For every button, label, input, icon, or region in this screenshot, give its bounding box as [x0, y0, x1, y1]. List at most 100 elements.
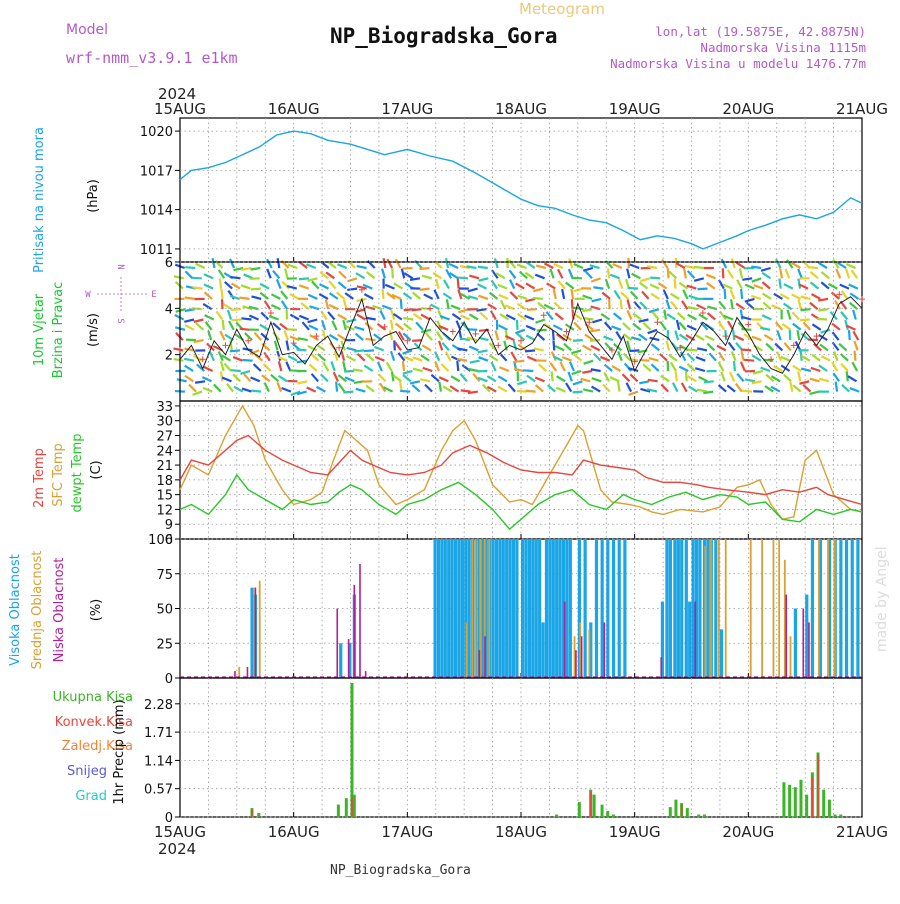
wind-arrow — [652, 312, 658, 320]
wind-arrow — [278, 258, 280, 268]
wind-arrow — [600, 357, 609, 361]
high-cloud-bar — [505, 539, 508, 678]
wind-arrow — [669, 272, 676, 279]
wind-arrow — [345, 293, 353, 299]
wind-arrow — [611, 326, 620, 329]
low-cloud-bar — [247, 667, 249, 678]
wind-arrow — [499, 295, 508, 299]
wind-arrow — [706, 275, 715, 279]
wind-arrow — [404, 324, 412, 330]
wind-arrow — [810, 379, 820, 382]
wind-arrow — [267, 259, 272, 268]
wind-arrow — [422, 276, 432, 279]
wind-arrow — [343, 361, 345, 371]
wind-arrow — [434, 290, 438, 299]
wind-arrow — [391, 320, 392, 330]
wind-arrow — [798, 330, 800, 340]
wind-arrow — [478, 350, 488, 352]
wind-arrow — [550, 363, 556, 371]
wind-arrow — [553, 330, 554, 340]
wind-arrow — [526, 391, 536, 392]
wind-arrow — [583, 268, 593, 271]
wind-arrow — [413, 357, 422, 360]
wind-arrow — [403, 375, 411, 381]
wind-arrow — [731, 299, 733, 309]
wind-arrow — [254, 333, 261, 340]
wind-arrow — [723, 268, 724, 278]
gust-mark — [654, 319, 660, 325]
wind-arrow — [728, 270, 733, 279]
temp-ylabel-sfc: SFC Temp — [51, 443, 66, 507]
wind-arrow — [729, 342, 735, 350]
total-precip-bar — [834, 815, 837, 817]
wind-arrow — [250, 278, 260, 279]
high-cloud-bar — [508, 539, 511, 678]
wind-arrow — [500, 367, 509, 371]
wind-arrow — [798, 372, 800, 382]
wind-arrow — [184, 359, 194, 361]
wind-arrow — [650, 278, 660, 279]
compass-east: E — [151, 290, 156, 300]
watermark: made by Angel — [874, 546, 890, 652]
wind-arrow — [556, 388, 565, 392]
wind-arrow — [604, 337, 613, 341]
wind-arrow — [779, 279, 780, 289]
wind-arrow — [339, 383, 345, 391]
cloud-ylabel-mid: Srednja Oblacnost — [30, 551, 45, 670]
wind-arrow — [443, 293, 451, 299]
high-cloud-bar — [495, 539, 498, 678]
mid-cloud-bar — [827, 539, 829, 678]
wind-arrow — [621, 299, 622, 309]
x-tick-label-top: 20AUG — [722, 100, 774, 118]
wind-arrow — [332, 321, 336, 330]
wind-arrow — [416, 322, 423, 329]
meteogram-subtitle: Meteogram — [519, 0, 605, 18]
wind-arrow — [707, 307, 717, 310]
wind-arrow — [508, 384, 515, 392]
wind-arrow — [176, 282, 183, 289]
wind-arrow — [193, 287, 203, 288]
wind-arrow — [763, 293, 771, 299]
mid-cloud-bar — [710, 539, 712, 678]
wind-arrow — [240, 371, 250, 374]
wind-arrow — [290, 294, 299, 299]
wind-arrow — [338, 315, 347, 320]
y-tick-label: 18 — [156, 474, 173, 489]
high-cloud-bar — [524, 539, 527, 678]
wind-arrow — [784, 343, 790, 351]
wind-arrow — [326, 299, 328, 309]
wind-arrow — [220, 331, 224, 340]
precip-grid — [180, 678, 862, 817]
total-precip-bar — [805, 795, 808, 817]
wind-arrow — [688, 271, 695, 278]
model-elevation: Nadmorska Visina u modelu 1476.77m — [610, 56, 866, 71]
wind-arrow — [650, 284, 659, 288]
wind-arrow — [203, 388, 212, 392]
wind-arrow — [254, 364, 261, 371]
wind-arrow — [337, 264, 346, 268]
low-cloud-bar — [695, 602, 697, 678]
wind-arrow — [185, 325, 194, 330]
wind-arrow — [478, 296, 487, 299]
gust-mark — [495, 342, 501, 348]
wind-arrow — [385, 285, 394, 289]
low-cloud-bar — [359, 564, 361, 678]
wind-arrow — [775, 344, 782, 351]
wind-arrow — [516, 283, 525, 288]
high-cloud-bar — [538, 539, 541, 678]
wind-arrow — [834, 351, 838, 360]
wind-arrow — [495, 258, 498, 268]
high-cloud-bar — [552, 539, 555, 678]
wind-arrow — [689, 386, 698, 391]
wind-arrow — [552, 371, 553, 381]
wind-arrow — [812, 294, 821, 299]
wind-arrow — [261, 312, 268, 319]
wind-arrow — [334, 372, 338, 381]
low-cloud-bar — [354, 585, 356, 678]
wind-arrow — [273, 271, 280, 279]
wind-arrow — [555, 313, 563, 319]
wind-arrow — [364, 366, 372, 371]
wind-arrow — [764, 335, 773, 340]
wind-arrow — [517, 265, 526, 268]
wind-arrow — [550, 269, 553, 278]
